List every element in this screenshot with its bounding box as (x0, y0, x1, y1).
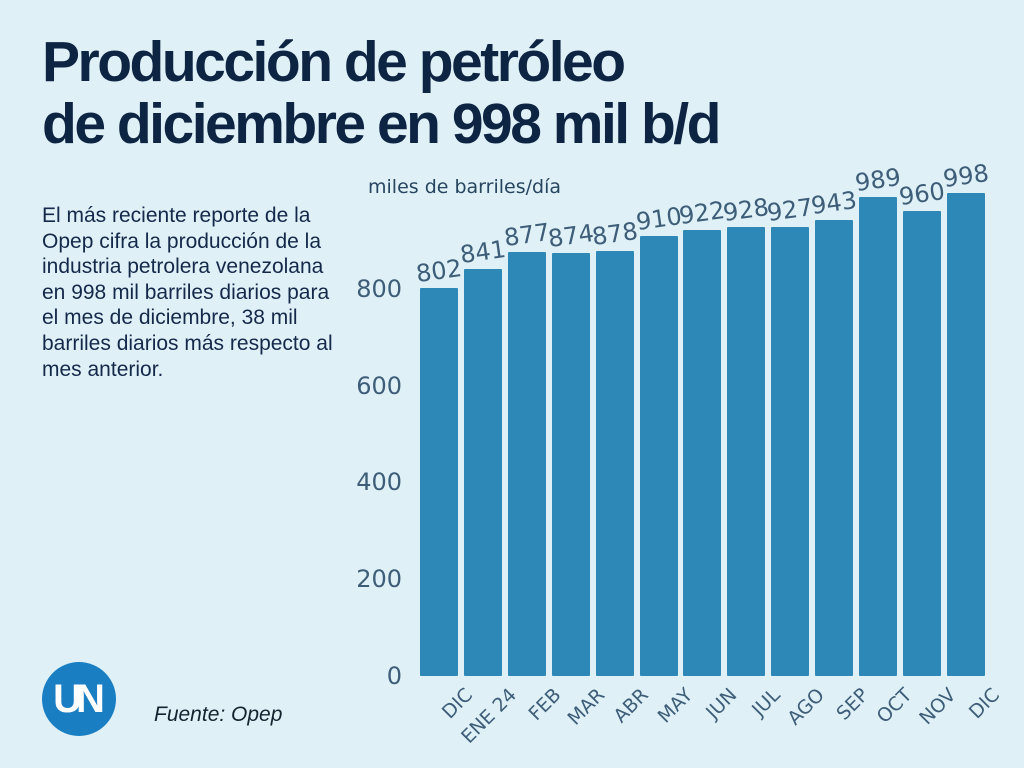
bar (551, 253, 590, 676)
x-axis-label: SEP (832, 684, 873, 725)
bar-slot: 878 ABR (590, 217, 653, 727)
bar-slot: 877 FEB (502, 217, 565, 725)
bar (815, 219, 854, 676)
bar (727, 226, 766, 676)
y-axis-tick: 400 (356, 468, 402, 497)
bar-slot: 802 DIC (414, 254, 477, 723)
bar (463, 269, 502, 676)
y-axis-tick: 200 (356, 565, 402, 594)
bar (595, 251, 634, 676)
y-axis: 0 200 400 600 800 (330, 192, 410, 690)
x-axis-label: NOV (915, 684, 961, 730)
bar-slot: 960 NOV (897, 177, 960, 729)
bar (771, 227, 810, 676)
x-axis-label: JUL (748, 684, 785, 721)
bar-slot: 943 SEP (810, 186, 873, 725)
page-title-line2: de diciembre en 998 mil b/d (42, 91, 721, 156)
bar-slot: 874 MAR (546, 219, 609, 730)
x-axis-label: FEB (524, 684, 566, 725)
bar (683, 229, 722, 676)
page-title-line1: Producción de petróleo (42, 30, 626, 94)
plot-area: 802 DIC 841 ENE 24 877 FEB 874 MAR 878 ABR 910 MAY 9… (414, 159, 1004, 748)
bar (902, 211, 941, 676)
bar-value-label: 998 (941, 158, 991, 194)
x-axis-label: OCT (872, 684, 917, 728)
y-axis-tick: 0 (386, 662, 402, 690)
bar (507, 251, 546, 676)
bar-slot: 998 DIC (941, 159, 1004, 723)
bar-slot: 910 MAY (634, 202, 697, 728)
x-axis-label: MAY (653, 684, 698, 728)
page-title: Producción de petróleo de diciembre en 9… (42, 30, 721, 156)
bar (946, 193, 985, 676)
x-axis-label: JUN (701, 684, 741, 724)
source-credit: Fuente: Opep (154, 703, 283, 726)
bar-slot: 989 OCT (853, 163, 916, 727)
chart-unit-label: miles de barriles/día (368, 176, 562, 198)
bar (859, 197, 898, 676)
bar (420, 287, 458, 676)
un-logo-text: UN (53, 676, 105, 721)
un-logo: UN (42, 662, 116, 736)
bar (639, 235, 678, 676)
x-axis-label: MAR (563, 684, 610, 730)
y-axis-tick: 600 (356, 371, 402, 400)
x-axis-label: DIC (965, 684, 1005, 724)
bar-slot: 928 JUL (722, 193, 785, 721)
y-axis-tick: 800 (356, 274, 402, 303)
summary-text: El más reciente reporte de la Opep cifra… (42, 204, 333, 381)
x-axis-label: ABR (609, 684, 654, 728)
bar-slot: 841 ENE 24 (458, 235, 522, 748)
bar-slot: 927 AGO (766, 193, 829, 729)
bar-slot: 922 JUN (678, 196, 741, 724)
x-axis-label: AGO (783, 684, 829, 730)
